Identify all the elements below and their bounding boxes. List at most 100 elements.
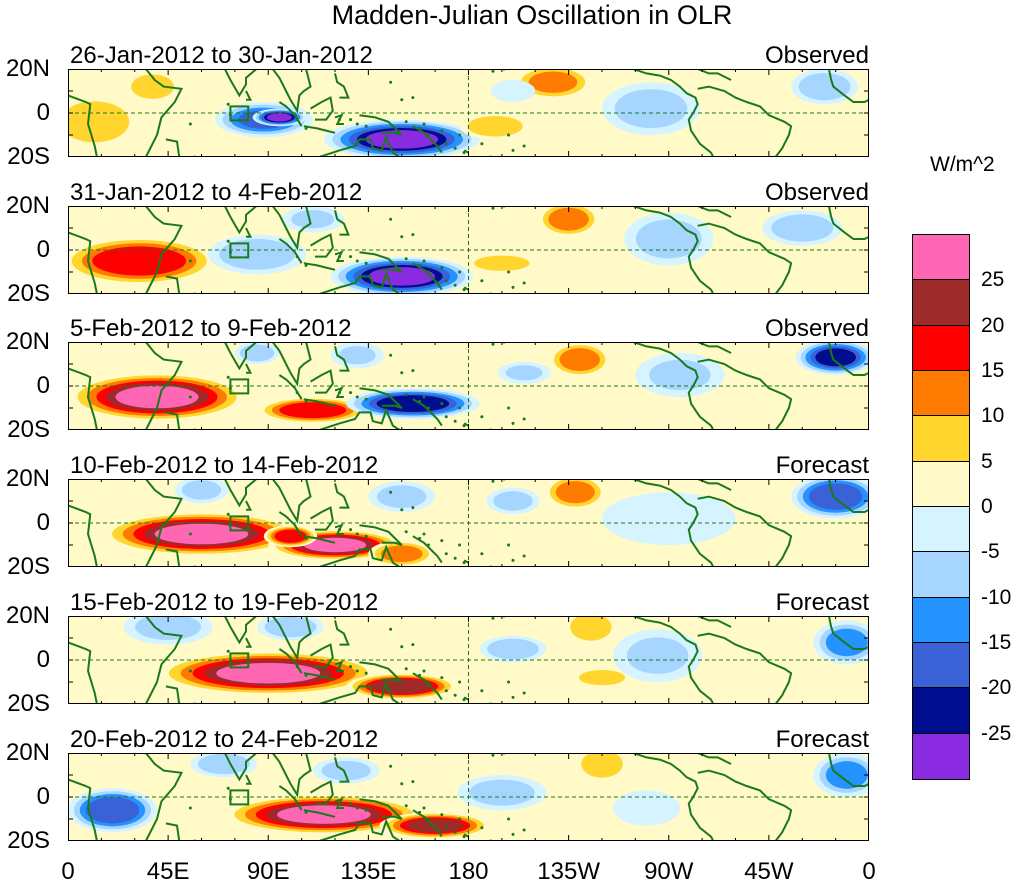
- island: [355, 259, 359, 263]
- coastline: [679, 479, 732, 491]
- figure-title: Madden-Julian Oscillation in OLR: [331, 0, 733, 30]
- colorbar-label: 0: [981, 495, 993, 518]
- colorbar-swatch: [913, 416, 969, 462]
- y-axis-label: 0: [36, 372, 50, 399]
- olr-anomaly-contour: [828, 104, 865, 140]
- island: [491, 206, 495, 210]
- y-axis-label: 0: [36, 783, 50, 810]
- y-axis-label: 20S: [7, 553, 50, 580]
- island: [349, 118, 353, 122]
- panel-date-range: 10-Feb-2012 to 14-Feb-2012: [70, 452, 379, 479]
- y-axis-label: 20N: [5, 602, 50, 629]
- island: [462, 288, 466, 292]
- olr-anomaly-contour: [154, 523, 249, 545]
- coastline: [334, 483, 350, 509]
- island: [411, 780, 415, 784]
- x-axis-label: 90E: [246, 858, 290, 885]
- island: [507, 270, 511, 274]
- island: [511, 695, 515, 699]
- olr-anomaly-contour: [614, 89, 688, 129]
- island: [389, 217, 393, 221]
- island: [444, 415, 448, 419]
- olr-anomaly-contour: [555, 481, 595, 504]
- island: [426, 680, 430, 684]
- island: [440, 129, 444, 133]
- coastline: [412, 398, 443, 427]
- island: [226, 512, 230, 516]
- island: [426, 270, 430, 274]
- island: [188, 806, 192, 810]
- island: [458, 817, 462, 821]
- island: [364, 808, 368, 812]
- olr-anomaly-contour: [468, 779, 535, 806]
- colorbar-units: W/m^2: [930, 153, 995, 176]
- coastline: [679, 616, 732, 628]
- olr-anomaly-contour: [377, 485, 427, 508]
- island: [458, 680, 462, 684]
- coastline: [194, 206, 312, 251]
- y-axis-label: 20S: [7, 827, 50, 854]
- island: [444, 142, 448, 146]
- x-axis-label: 135W: [537, 858, 600, 885]
- island: [188, 122, 192, 126]
- island: [355, 806, 359, 810]
- coastline: [697, 769, 793, 841]
- coastline: [278, 101, 303, 127]
- island: [422, 532, 426, 536]
- coastline: [165, 411, 181, 430]
- island: [304, 536, 308, 540]
- olr-anomaly-contour: [219, 239, 296, 270]
- island: [364, 397, 368, 401]
- island: [404, 393, 408, 397]
- coastline: [827, 616, 869, 650]
- island: [304, 126, 308, 130]
- x-axis-label: 0: [862, 858, 876, 885]
- y-axis-label: 20S: [7, 280, 50, 307]
- island: [304, 263, 308, 267]
- island: [458, 133, 462, 137]
- island: [507, 133, 511, 137]
- island: [491, 69, 495, 73]
- island: [418, 810, 422, 814]
- coastline: [463, 833, 469, 838]
- island: [491, 616, 495, 620]
- coastline: [697, 85, 793, 157]
- olr-anomaly-contour: [131, 74, 175, 99]
- coastline: [278, 238, 303, 264]
- olr-anomaly-contour: [197, 753, 250, 775]
- x-axis-label: 45E: [146, 858, 190, 885]
- island: [458, 270, 462, 274]
- island: [411, 506, 415, 510]
- olr-anomaly-contour: [474, 255, 530, 271]
- island: [522, 828, 526, 832]
- coastline: [68, 778, 98, 841]
- colorbar: [912, 234, 970, 780]
- island: [422, 122, 426, 126]
- panel-status: Observed: [764, 42, 869, 69]
- island: [226, 239, 230, 243]
- y-axis-label: 20N: [5, 192, 50, 219]
- coastline: [679, 342, 732, 354]
- coastline: [359, 798, 403, 820]
- coastline: [697, 222, 793, 294]
- island: [304, 673, 308, 677]
- island: [337, 255, 341, 259]
- coastline: [194, 342, 312, 387]
- island: [453, 693, 457, 697]
- island: [389, 490, 393, 494]
- island: [226, 375, 230, 379]
- coastline: [412, 672, 443, 701]
- colorbar-label: -10: [981, 585, 1012, 609]
- coastline: [334, 757, 350, 783]
- coastline: [303, 398, 336, 407]
- coastline: [697, 632, 793, 704]
- island: [522, 417, 526, 421]
- island: [364, 671, 368, 675]
- olr-anomaly-contour: [115, 385, 199, 409]
- x-axis-label: 135E: [340, 858, 397, 885]
- olr-anomaly-contour: [613, 790, 680, 826]
- island: [426, 817, 430, 821]
- coastline: [68, 504, 98, 567]
- colorbar-swatch: [913, 507, 969, 553]
